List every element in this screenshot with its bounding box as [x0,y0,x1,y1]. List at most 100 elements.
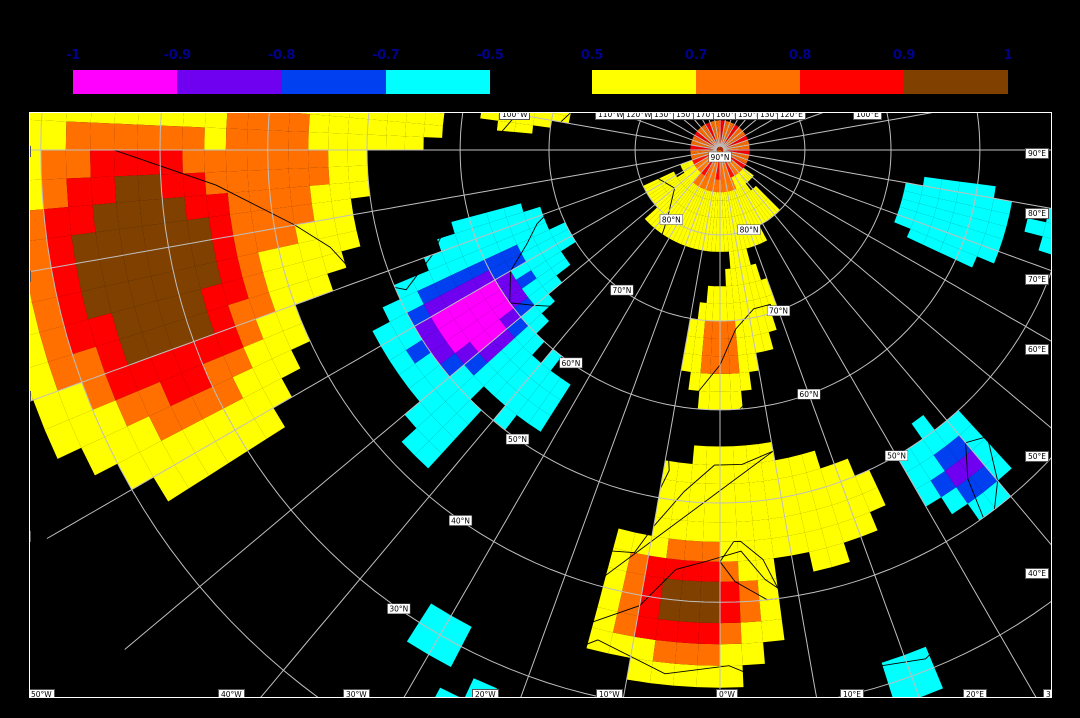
colorbar-segment-0[interactable] [73,70,178,94]
correlation-cell [652,191,668,205]
correlation-cell [172,341,203,373]
correlation-cell [680,580,702,602]
colorbar-segment-2[interactable] [281,70,386,94]
colorbar-segment-3[interactable] [904,70,1008,94]
graticule-line [124,151,718,650]
positive-colorbar-bar[interactable] [592,70,1008,94]
colorbar-segment-0[interactable] [592,70,696,94]
correlation-cell [203,408,235,442]
correlation-cell [944,460,971,488]
correlation-cell [523,206,543,221]
correlation-cell [137,174,163,201]
correlation-cell [687,212,697,230]
correlation-cell [708,391,720,410]
correlation-cell [758,442,775,463]
correlation-cell [641,575,664,599]
correlation-cell [984,453,1012,481]
correlation-cell [221,277,249,306]
correlation-cell [744,335,756,355]
correlation-cell [424,113,445,126]
correlation-cell [90,113,116,124]
correlation-cell [680,210,692,227]
graticule-line [721,152,1051,546]
correlation-cell [941,487,968,515]
correlation-cell [909,439,934,464]
correlation-cell [119,332,151,366]
correlation-cell [734,482,751,503]
correlation-cell [922,235,944,253]
lat-label-right-3: 60°E [1025,344,1050,355]
correlation-cell [529,363,551,386]
lon-label-bottom-8: 30°E [1043,689,1051,697]
positive-correlation-colorbar[interactable]: 0.5 0.7 0.8 0.9 1 [581,48,1013,94]
correlation-cell [894,214,914,229]
correlation-cell [311,201,335,222]
correlation-cell [531,260,552,279]
correlation-cell [291,203,315,225]
correlation-cell [763,200,778,215]
correlation-cell [723,234,729,252]
polar-stereographic-map[interactable]: 90°N 80°N 70°N 60°N 50°N 40°N 30°N 80°N 70°N 60°N… [29,112,1052,698]
correlation-cell [539,370,561,393]
correlation-cell [644,181,662,193]
correlation-cell [676,462,693,483]
correlation-cell [415,352,440,377]
correlation-cell [506,317,529,338]
positive-colorbar-ticks: 0.5 0.7 0.8 0.9 1 [581,48,1013,68]
correlation-cell [30,332,48,368]
lon-label-top-1: 110°W [595,113,627,120]
correlation-cell [30,179,44,211]
correlation-cell [731,216,739,234]
correlation-cell [541,244,561,261]
correlation-cell [440,286,464,308]
correlation-cell [717,120,720,150]
correlation-cell [409,376,435,402]
correlation-cell [288,168,310,188]
colorbar-segment-2[interactable] [800,70,904,94]
correlation-cell [597,586,623,612]
colorbar-segment-3[interactable] [385,70,490,94]
lon-label-bottom-4: 10°W [596,689,623,697]
correlation-cell [533,229,553,246]
correlation-cell [228,298,256,327]
correlation-cell [328,115,350,134]
correlation-cell [404,136,424,150]
correlation-cell [463,249,485,268]
negative-colorbar-bar[interactable] [73,70,490,94]
colorbar-segment-1[interactable] [177,70,282,94]
correlation-cell [553,113,571,117]
correlation-cell [673,481,691,502]
correlation-cell [940,179,960,192]
correlation-cell [496,235,518,253]
correlation-cell [446,330,470,354]
correlation-cell [30,361,58,400]
colorbar-segment-1[interactable] [696,70,800,94]
correlation-cell [237,252,263,278]
correlation-cell [720,303,728,321]
correlation-cell [688,372,701,391]
correlation-cell [757,315,769,335]
correlation-cell [534,113,553,121]
correlation-cell [964,228,986,246]
correlation-cell [1042,222,1051,239]
correlation-cell [664,179,680,192]
correlation-cell [195,261,222,290]
correlation-cell [81,437,118,476]
correlation-cell [703,124,720,150]
correlation-cell [958,181,978,196]
correlation-cell [682,560,702,582]
correlation-cell [422,329,447,353]
correlation-cell [519,355,542,378]
correlation-cell [637,595,661,619]
negative-correlation-colorbar[interactable]: -1 -0.9 -0.8 -0.7 -0.5 [66,48,504,94]
correlation-cell [693,336,704,356]
correlation-cell [473,270,495,290]
colorbar-tick-0: -1 [66,48,80,63]
colorbar-tick-4: 1 [1003,48,1013,63]
correlation-cell [741,642,765,666]
graticule-line [507,113,717,150]
correlation-cell [720,561,739,582]
correlation-cell [400,291,424,313]
lon-label-top-9: 120°E [777,113,806,120]
lat-label-90N: 90°N [711,153,730,162]
